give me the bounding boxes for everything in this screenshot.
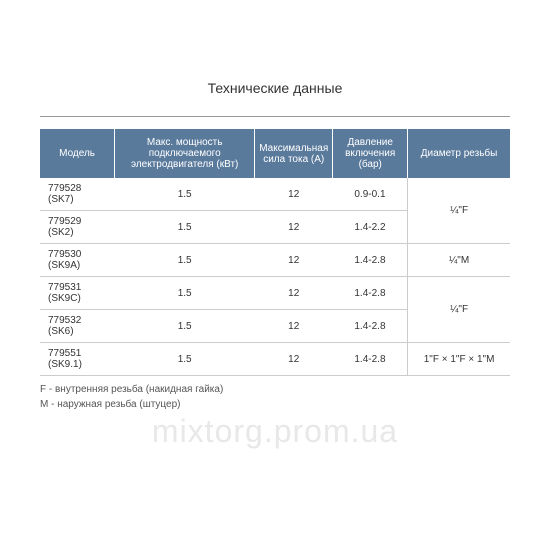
col-model: Модель [40,129,115,178]
cell-thread: ¼"M [408,244,510,277]
cell-pressure: 1.4-2.8 [333,277,408,310]
table-title: Технические данные [40,80,510,96]
cell-model: 779530 (SK9A) [40,244,115,277]
footnote-f: F - внутренняя резьба (накидная гайка) [40,382,510,397]
cell-pressure: 1.4-2.2 [333,211,408,244]
table-row: 779528 (SK7)1.5120.9-0.1¼"F [40,178,510,211]
col-current: Максимальная сила тока (А) [255,129,333,178]
cell-pressure: 1.4-2.8 [333,244,408,277]
cell-power: 1.5 [115,310,255,343]
table-body: 779528 (SK7)1.5120.9-0.1¼"F779529 (SK2)1… [40,178,510,376]
cell-thread: ¼"F [408,178,510,244]
col-power: Макс. мощность подключаемого электродвиг… [115,129,255,178]
cell-model: 779531 (SK9C) [40,277,115,310]
header-row: Модель Макс. мощность подключаемого элек… [40,129,510,178]
footnote-m: M - наружная резьба (штуцер) [40,397,510,412]
cell-current: 12 [255,244,333,277]
cell-pressure: 0.9-0.1 [333,178,408,211]
specs-table: Модель Макс. мощность подключаемого элек… [40,129,510,376]
title-divider [40,116,510,117]
cell-model: 779532 (SK6) [40,310,115,343]
cell-power: 1.5 [115,343,255,376]
cell-pressure: 1.4-2.8 [333,310,408,343]
cell-thread: ¼"F [408,277,510,343]
col-thread: Диаметр резьбы [408,129,510,178]
cell-thread: 1"F × 1"F × 1"M [408,343,510,376]
table-row: 779551 (SK9.1)1.5121.4-2.81"F × 1"F × 1"… [40,343,510,376]
watermark: mixtorg.prom.ua [152,413,398,450]
cell-power: 1.5 [115,178,255,211]
cell-model: 779529 (SK2) [40,211,115,244]
table-row: 779531 (SK9C)1.5121.4-2.8¼"F [40,277,510,310]
cell-current: 12 [255,343,333,376]
cell-pressure: 1.4-2.8 [333,343,408,376]
cell-current: 12 [255,178,333,211]
cell-current: 12 [255,310,333,343]
cell-power: 1.5 [115,244,255,277]
table-row: 779530 (SK9A)1.5121.4-2.8¼"M [40,244,510,277]
cell-model: 779528 (SK7) [40,178,115,211]
col-pressure: Давление включения (бар) [333,129,408,178]
cell-power: 1.5 [115,211,255,244]
cell-model: 779551 (SK9.1) [40,343,115,376]
cell-power: 1.5 [115,277,255,310]
footnote-block: F - внутренняя резьба (накидная гайка) M… [40,382,510,412]
cell-current: 12 [255,277,333,310]
cell-current: 12 [255,211,333,244]
